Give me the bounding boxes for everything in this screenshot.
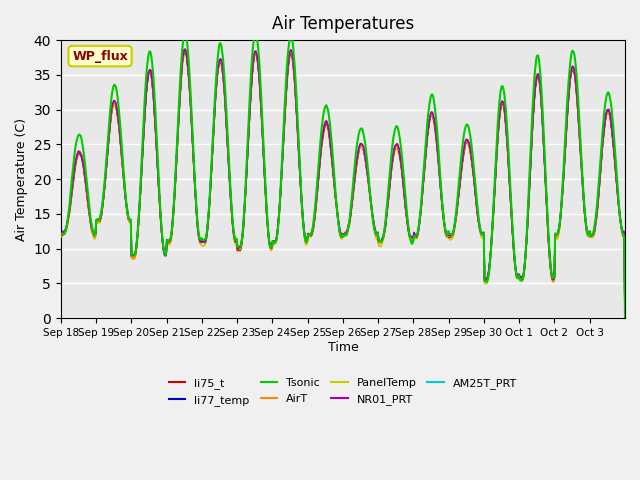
li75_t: [255, 79, 263, 84]
PanelTemp: [434, 150, 442, 156]
NR01_PRT: [434, 146, 442, 152]
Tsonic: [252, 31, 259, 37]
AM25T_PRT: [228, 207, 236, 213]
AirT: [621, 314, 629, 320]
li75_t: [181, 47, 189, 52]
Line: PanelTemp: PanelTemp: [61, 54, 625, 320]
Text: WP_flux: WP_flux: [72, 49, 128, 62]
AM25T_PRT: [255, 77, 263, 83]
AM25T_PRT: [402, 207, 410, 213]
PanelTemp: [124, 209, 131, 215]
AM25T_PRT: [180, 47, 188, 53]
Tsonic: [255, 62, 263, 68]
AirT: [124, 208, 131, 214]
AM25T_PRT: [124, 208, 131, 214]
X-axis label: Time: Time: [328, 341, 358, 354]
Tsonic: [277, 181, 285, 187]
Y-axis label: Air Temperature (C): Air Temperature (C): [15, 118, 28, 240]
AirT: [277, 184, 285, 190]
NR01_PRT: [277, 184, 285, 190]
li77_temp: [621, 313, 629, 319]
Tsonic: [434, 132, 442, 138]
li77_temp: [402, 206, 410, 212]
Line: li77_temp: li77_temp: [61, 49, 625, 316]
NR01_PRT: [402, 204, 410, 210]
AirT: [402, 206, 410, 212]
AirT: [181, 47, 189, 52]
NR01_PRT: [255, 76, 263, 82]
li75_t: [402, 207, 410, 213]
NR01_PRT: [57, 230, 65, 236]
Line: Tsonic: Tsonic: [61, 34, 625, 320]
Tsonic: [124, 206, 131, 212]
PanelTemp: [621, 317, 629, 323]
Title: Air Temperatures: Air Temperatures: [272, 15, 414, 33]
li75_t: [57, 231, 65, 237]
Tsonic: [227, 192, 235, 197]
AM25T_PRT: [434, 147, 442, 153]
li77_temp: [255, 76, 263, 82]
AM25T_PRT: [277, 185, 285, 191]
AirT: [434, 146, 442, 152]
Line: AM25T_PRT: AM25T_PRT: [61, 50, 625, 317]
Line: AirT: AirT: [61, 49, 625, 317]
Line: NR01_PRT: NR01_PRT: [61, 49, 625, 316]
AirT: [57, 231, 65, 237]
PanelTemp: [255, 78, 263, 84]
li77_temp: [434, 145, 442, 151]
AM25T_PRT: [57, 231, 65, 237]
li75_t: [124, 207, 131, 213]
AirT: [228, 207, 236, 213]
PanelTemp: [57, 233, 65, 239]
NR01_PRT: [180, 47, 188, 52]
NR01_PRT: [621, 313, 629, 319]
AM25T_PRT: [621, 314, 629, 320]
AirT: [255, 77, 263, 83]
PanelTemp: [402, 209, 410, 215]
Line: li75_t: li75_t: [61, 49, 625, 318]
li75_t: [621, 315, 629, 321]
li77_temp: [181, 47, 189, 52]
li77_temp: [124, 208, 131, 214]
li77_temp: [57, 229, 65, 235]
li77_temp: [228, 206, 236, 212]
li75_t: [277, 185, 285, 191]
PanelTemp: [228, 209, 236, 215]
li75_t: [228, 206, 236, 212]
li77_temp: [277, 185, 285, 191]
PanelTemp: [180, 51, 188, 57]
NR01_PRT: [124, 206, 131, 212]
li75_t: [434, 146, 442, 152]
Tsonic: [621, 317, 629, 323]
PanelTemp: [277, 186, 285, 192]
NR01_PRT: [228, 205, 236, 211]
Tsonic: [57, 231, 65, 237]
Tsonic: [402, 197, 410, 203]
Legend: li75_t, li77_temp, Tsonic, AirT, PanelTemp, NR01_PRT, AM25T_PRT: li75_t, li77_temp, Tsonic, AirT, PanelTe…: [164, 374, 522, 410]
